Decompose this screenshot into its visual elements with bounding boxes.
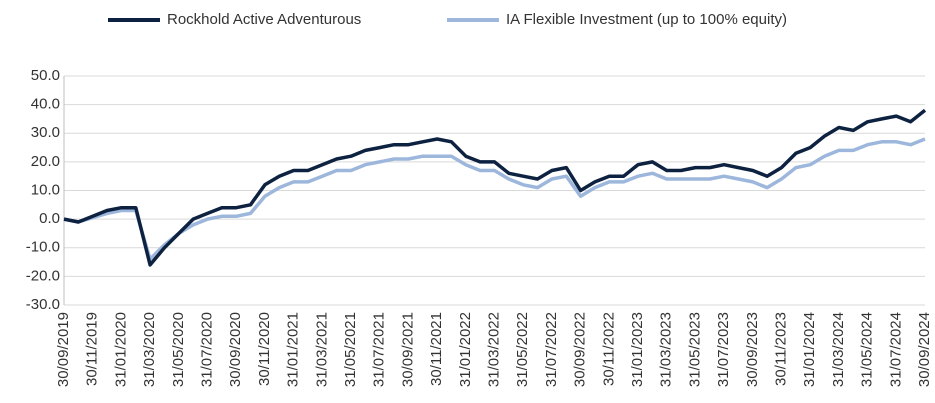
y-tick-label: 20.0 (31, 153, 60, 170)
x-tick-label: 31/01/2022 (457, 312, 474, 387)
x-tick-label: 30/09/2023 (744, 312, 761, 387)
y-tick-label: 30.0 (31, 124, 60, 141)
y-tick-label: 40.0 (31, 96, 60, 113)
x-tick-label: 30/11/2019 (84, 312, 101, 386)
x-tick-label: 30/11/2023 (772, 312, 789, 386)
x-tick-label: 31/05/2023 (686, 312, 703, 387)
x-tick-label: 30/09/2024 (916, 312, 933, 387)
series-line (63, 108, 927, 267)
x-tick-label: 31/03/2020 (141, 312, 158, 387)
x-tick-label: 30/09/2020 (227, 312, 244, 387)
x-tick-label: 31/05/2021 (342, 312, 359, 387)
y-tick-label: 0.0 (39, 210, 60, 227)
x-tick-label: 31/01/2023 (629, 312, 646, 387)
x-tick-label: 30/11/2022 (600, 312, 617, 386)
x-tick-label: 31/07/2020 (198, 312, 215, 387)
x-tick-label: 30/11/2021 (428, 312, 445, 386)
x-tick-label: 30/09/2022 (572, 312, 589, 387)
x-tick-label: 31/07/2023 (715, 312, 732, 387)
x-tick-label: 31/05/2024 (859, 312, 876, 387)
x-tick-label: 31/07/2022 (543, 312, 560, 387)
y-tick-label: -30.0 (26, 296, 60, 313)
y-tick-label: 10.0 (31, 181, 60, 198)
series-line (63, 137, 926, 261)
x-tick-label: 31/03/2024 (830, 312, 847, 387)
legend-label: Rockhold Active Adventurous (167, 11, 361, 28)
x-tick-label: 31/01/2021 (285, 312, 302, 387)
x-tick-label: 31/01/2020 (112, 312, 129, 387)
x-tick-label: 31/05/2020 (170, 312, 187, 387)
x-tick-label: 31/05/2022 (514, 312, 531, 387)
x-tick-label: 30/09/2021 (399, 312, 416, 387)
x-tick-label: 31/03/2022 (485, 312, 502, 387)
x-tick-label: 31/07/2024 (887, 312, 904, 387)
legend-label: IA Flexible Investment (up to 100% equit… (506, 11, 787, 28)
y-tick-label: -10.0 (26, 239, 60, 256)
x-tick-label: 31/07/2021 (371, 312, 388, 387)
x-tick-label: 31/03/2023 (658, 312, 675, 387)
x-tick-label: 30/11/2020 (256, 312, 273, 386)
x-tick-label: 30/09/2019 (55, 312, 72, 387)
y-tick-label: -20.0 (26, 267, 60, 284)
x-tick-label: 31/01/2024 (801, 312, 818, 387)
y-tick-label: 50.0 (31, 67, 60, 84)
x-tick-label: 31/03/2021 (313, 312, 330, 387)
